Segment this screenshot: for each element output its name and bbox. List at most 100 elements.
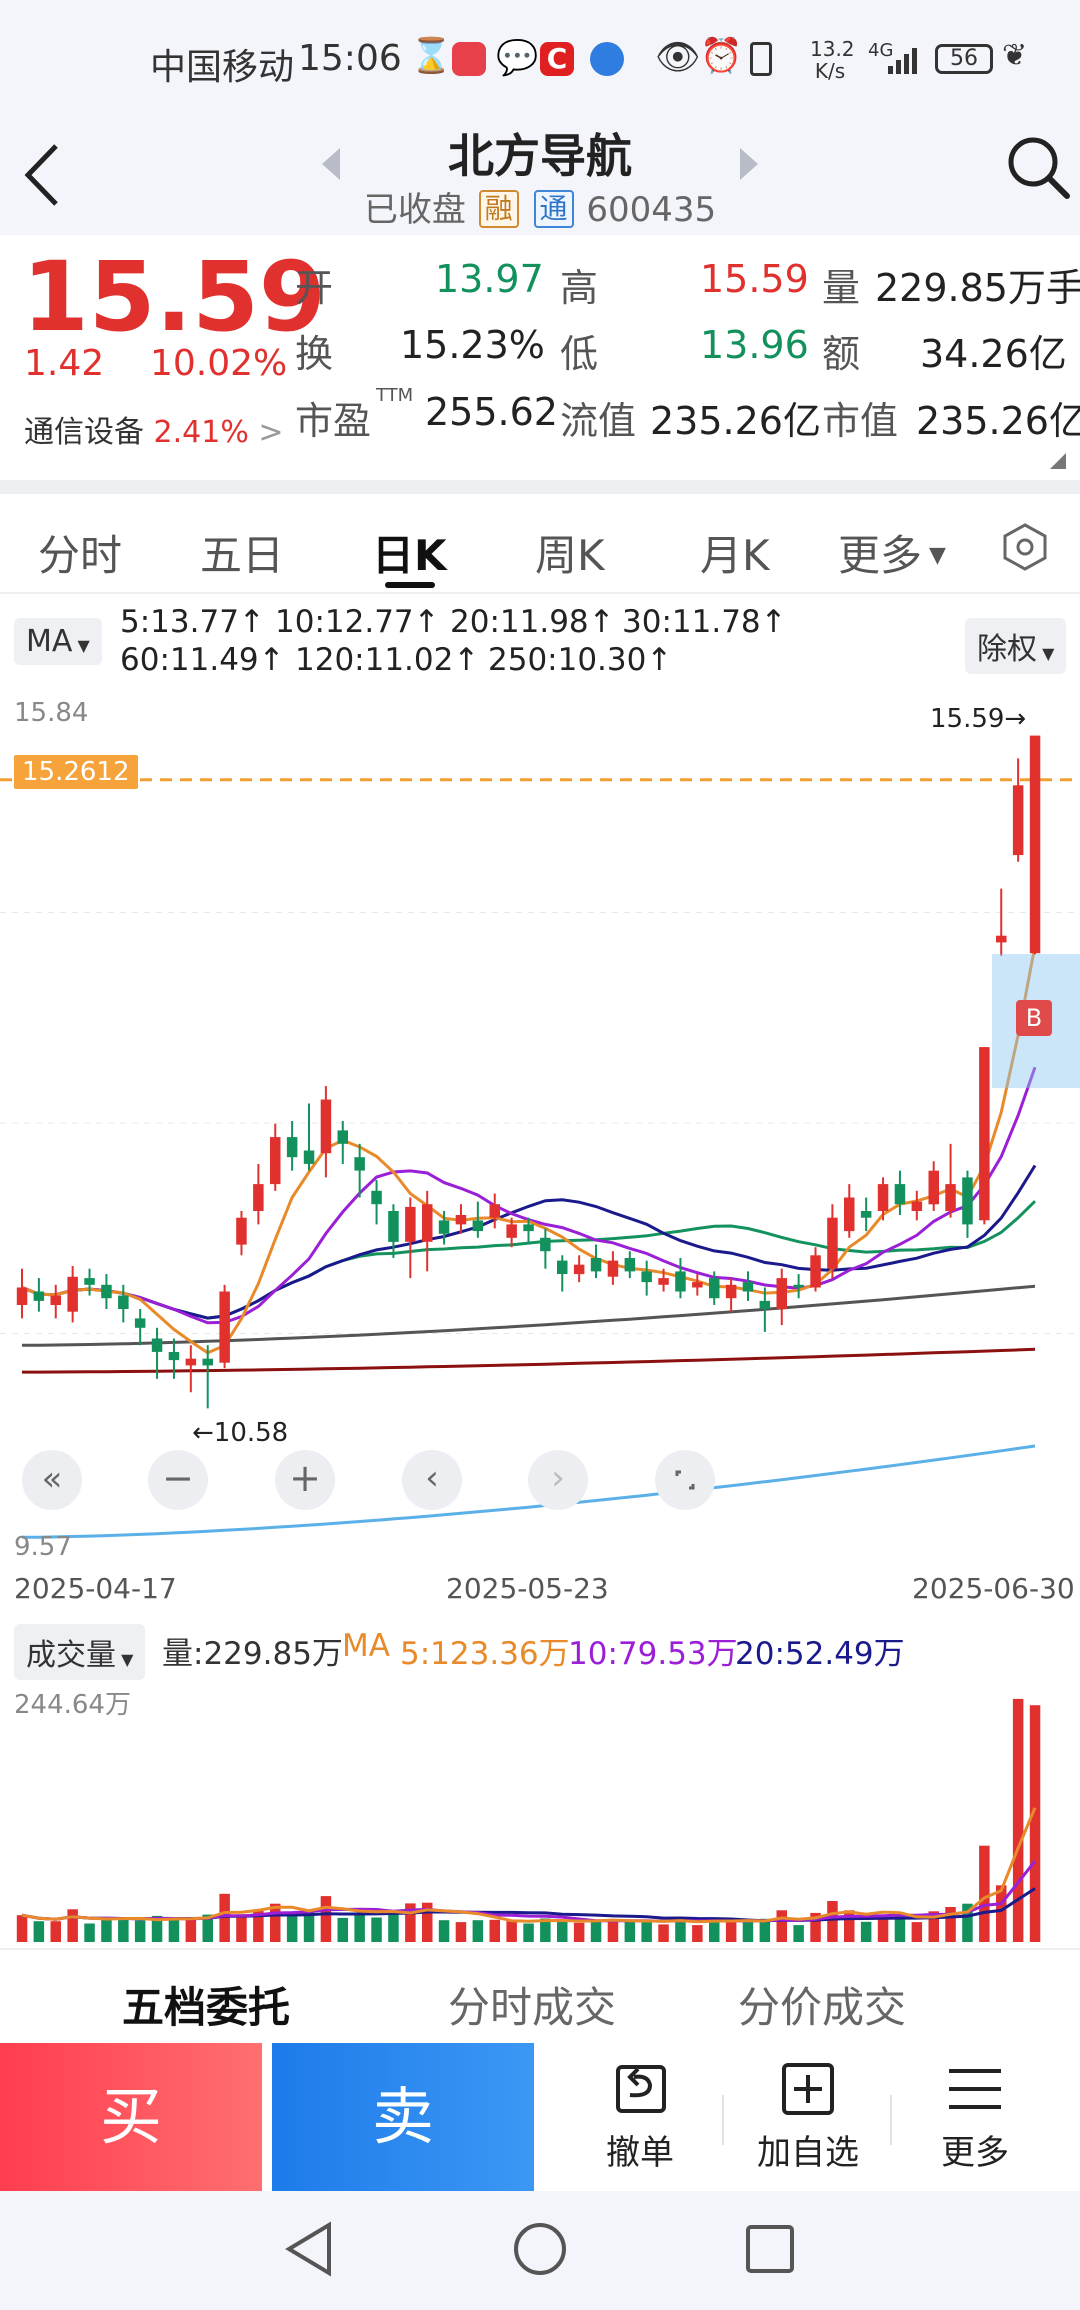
high-value: 15.59: [700, 257, 809, 301]
candle-body: [286, 1137, 298, 1158]
adjust-label: 除权: [977, 632, 1037, 667]
settings-hexagon-icon[interactable]: [1000, 522, 1050, 572]
volume-bar: [270, 1903, 281, 1942]
vol-ma10: 10:79.53万: [568, 1636, 738, 1672]
open-label: 开: [295, 266, 334, 310]
tab-order-book[interactable]: 五档委托: [122, 1983, 291, 2032]
ma5-label: 5:13.77↑: [120, 604, 265, 640]
add-watchlist-button[interactable]: 加自选: [728, 2061, 888, 2174]
next-stock-icon[interactable]: [738, 146, 760, 182]
tab-weekly-k[interactable]: 周K: [535, 531, 605, 580]
sector-link[interactable]: 通信设备 2.41% >: [24, 407, 284, 451]
candle-body: [219, 1291, 230, 1363]
open-value: 13.97: [435, 257, 544, 301]
volume-chart[interactable]: [0, 1680, 1080, 1945]
tab-price-trades[interactable]: 分价成交: [738, 1983, 907, 2032]
volume-bar: [860, 1921, 872, 1942]
x-axis-start: 2025-04-17: [14, 1572, 177, 1605]
candle-body: [438, 1220, 450, 1234]
candle-body: [590, 1258, 602, 1272]
network-type: 4G: [868, 40, 894, 61]
cancel-order-button[interactable]: 撤单: [560, 2061, 720, 2174]
kline-chart[interactable]: [0, 692, 1080, 1582]
more-menu-button[interactable]: 更多: [895, 2061, 1055, 2174]
scroll-right-icon[interactable]: ›: [528, 1450, 588, 1510]
ma-selector[interactable]: MA ▼: [14, 618, 102, 665]
candle-body: [692, 1282, 703, 1288]
section-divider: [0, 480, 1080, 494]
candle-body: [236, 1217, 247, 1245]
tab-monthly-k[interactable]: 月K: [700, 531, 770, 580]
scroll-left-icon[interactable]: ‹: [402, 1450, 462, 1510]
volume-bar: [472, 1920, 484, 1942]
volume-bar: [405, 1903, 416, 1942]
volume-bar: [84, 1923, 95, 1942]
float-cap-label: 流值: [560, 399, 637, 443]
prev-stock-icon[interactable]: [320, 146, 342, 182]
search-icon[interactable]: [1005, 134, 1071, 200]
tab-five-day[interactable]: 五日: [200, 531, 285, 580]
margin-tag: 融: [478, 190, 519, 228]
candle-body: [185, 1358, 197, 1366]
alarm-icon: ⏰: [700, 36, 743, 76]
back-arrow-icon[interactable]: [22, 140, 62, 210]
fullscreen-icon[interactable]: [655, 1450, 715, 1510]
volume-bar: [185, 1918, 197, 1942]
leaf-icon: ❦: [1002, 38, 1028, 73]
volume-label: 量: [822, 266, 861, 310]
add-watchlist-label: 加自选: [757, 2133, 859, 2173]
tab-more[interactable]: 更多 ▼: [838, 522, 946, 583]
sector-name: 通信设备: [24, 415, 144, 450]
sell-button[interactable]: 卖: [272, 2043, 534, 2191]
volume-bar: [422, 1902, 433, 1942]
browser-icon: [590, 42, 624, 76]
y-axis-max: 15.84: [14, 698, 89, 728]
caret-down-icon: ▼: [116, 1650, 134, 1669]
zoom-out-icon[interactable]: −: [148, 1450, 208, 1510]
caret-down-icon: ▼: [1037, 644, 1055, 663]
volume-bar: [320, 1896, 332, 1942]
scroll-left-far-icon[interactable]: «: [22, 1450, 82, 1510]
vol-ma-prefix: MA: [342, 1628, 390, 1664]
system-nav-bar: [0, 2191, 1080, 2310]
tab-daily-k[interactable]: 日K: [372, 531, 447, 580]
volume-bar: [303, 1911, 315, 1942]
caret-down-icon: ▼: [72, 636, 90, 655]
buy-button[interactable]: 买: [0, 2043, 262, 2191]
nav-home-icon[interactable]: [512, 2221, 568, 2277]
nav-recents-icon[interactable]: [744, 2223, 796, 2275]
nav-back-icon[interactable]: [285, 2221, 335, 2277]
turnover-value: 15.23%: [400, 323, 545, 367]
volume-bar: [928, 1911, 939, 1942]
adjust-selector[interactable]: 除权 ▼: [965, 618, 1067, 674]
volume-bar: [1012, 1698, 1024, 1942]
candle-body: [911, 1201, 923, 1211]
expand-corner-icon[interactable]: [1050, 453, 1066, 469]
volume-bar: [236, 1914, 247, 1942]
action-bar: 买 卖 撤单 加自选 更多: [0, 2043, 1080, 2191]
buy-marker[interactable]: B: [1016, 1000, 1052, 1036]
candle-body: [270, 1137, 281, 1185]
volume-bar: [16, 1915, 28, 1942]
sector-pct: 2.41%: [153, 415, 249, 450]
stock-code: 600435: [586, 190, 717, 230]
volume-selector[interactable]: 成交量 ▼: [14, 1624, 146, 1680]
volume-bar: [979, 1845, 990, 1942]
ma20-line: [21, 1164, 1037, 1320]
candle-body: [168, 1352, 180, 1361]
candle-body: [134, 1318, 146, 1328]
volume-bar: [607, 1919, 619, 1942]
ma250-line: [21, 1444, 1036, 1539]
vibrate-icon: [750, 42, 772, 76]
ma60-line: [21, 1284, 1036, 1347]
tab-tick-trades[interactable]: 分时成交: [448, 1983, 617, 2032]
ma-legend: MA ▼ 5:13.77↑ 10:12.77↑ 20:11.98↑ 30:11.…: [0, 596, 1080, 691]
candle-body: [506, 1224, 517, 1238]
zoom-in-icon[interactable]: +: [275, 1450, 335, 1510]
caret-down-icon: ▼: [922, 543, 946, 568]
candle-body: [725, 1284, 737, 1299]
tab-intraday[interactable]: 分时: [38, 531, 123, 580]
volume-bar: [759, 1918, 771, 1942]
volume-bar: [523, 1923, 534, 1942]
wechat-icon: 💬: [496, 38, 539, 78]
